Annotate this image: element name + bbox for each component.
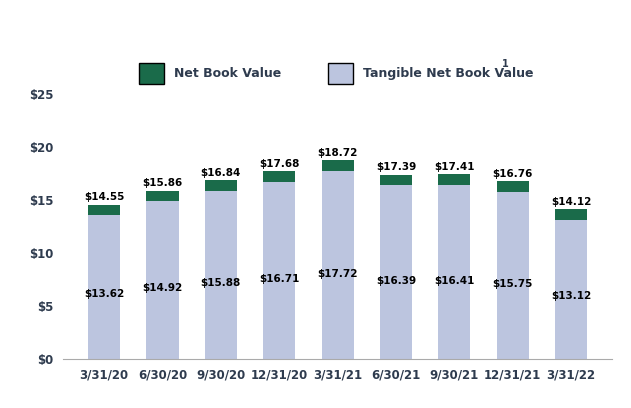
Text: $16.84: $16.84: [201, 168, 241, 178]
FancyBboxPatch shape: [328, 63, 353, 84]
Bar: [205, 180, 237, 191]
Text: $15.86: $15.86: [143, 178, 182, 188]
Text: $15.88: $15.88: [201, 278, 241, 288]
Text: $16.71: $16.71: [259, 274, 299, 284]
Text: $17.72: $17.72: [317, 269, 358, 279]
Bar: [88, 215, 120, 359]
Text: Net Book Value: Net Book Value: [174, 67, 281, 80]
Text: $13.12: $13.12: [551, 291, 591, 302]
Text: $17.41: $17.41: [434, 162, 475, 172]
Bar: [88, 205, 120, 215]
Text: $17.68: $17.68: [259, 159, 299, 169]
Bar: [497, 192, 529, 359]
FancyBboxPatch shape: [139, 63, 164, 84]
Text: $16.39: $16.39: [376, 276, 416, 286]
Bar: [380, 185, 412, 359]
Bar: [205, 191, 237, 359]
Bar: [497, 181, 529, 192]
Text: Net Book Value per Common Share: Net Book Value per Common Share: [138, 18, 493, 35]
Bar: [322, 160, 353, 171]
Text: $16.41: $16.41: [434, 276, 475, 286]
Text: $15.75: $15.75: [493, 279, 533, 289]
Bar: [555, 209, 587, 220]
Bar: [322, 171, 353, 359]
Bar: [146, 201, 179, 359]
Text: $13.62: $13.62: [84, 289, 124, 299]
Text: $14.92: $14.92: [143, 283, 182, 293]
Text: Tangible Net Book Value: Tangible Net Book Value: [363, 67, 533, 80]
Bar: [380, 175, 412, 185]
Bar: [439, 185, 470, 359]
Text: $16.76: $16.76: [493, 169, 533, 179]
Text: $14.55: $14.55: [84, 192, 124, 202]
Text: $18.72: $18.72: [317, 148, 358, 158]
Bar: [439, 174, 470, 185]
Text: 1: 1: [502, 60, 509, 69]
Bar: [263, 171, 295, 182]
Text: $17.39: $17.39: [376, 162, 416, 172]
Bar: [146, 191, 179, 201]
Bar: [555, 220, 587, 359]
Bar: [263, 182, 295, 359]
Text: $14.12: $14.12: [551, 197, 591, 206]
